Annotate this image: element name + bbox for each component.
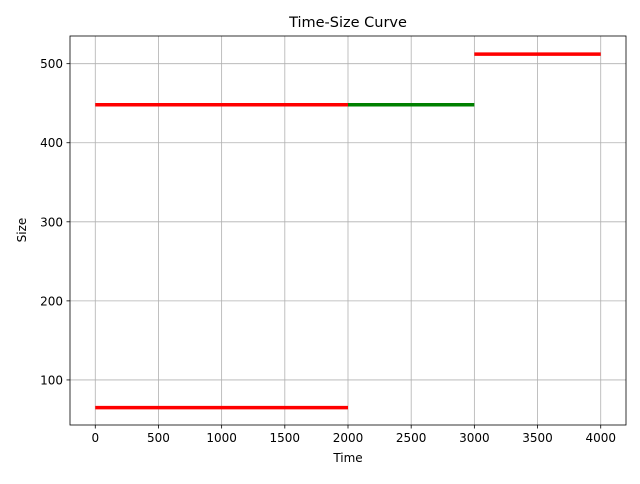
grid-lines xyxy=(70,36,626,425)
x-tick-label: 500 xyxy=(147,431,170,445)
x-axis-label: Time xyxy=(332,451,362,465)
x-tick-label: 3000 xyxy=(459,431,490,445)
y-tick-label: 300 xyxy=(40,215,63,229)
x-tick-label: 3500 xyxy=(522,431,553,445)
y-tick-label: 100 xyxy=(40,373,63,387)
series-group xyxy=(95,52,601,410)
y-tick-label: 400 xyxy=(40,136,63,150)
x-tick-label: 1500 xyxy=(270,431,301,445)
y-axis-label: Size xyxy=(15,218,29,243)
y-tick-label: 200 xyxy=(40,294,63,308)
chart-title: Time-Size Curve xyxy=(288,15,407,31)
y-tick-label: 500 xyxy=(40,57,63,71)
tick-marks: 0 500 1000 1500 2000 2500 3000 3500 4000 100 200 30… xyxy=(40,57,616,445)
x-tick-label: 4000 xyxy=(585,431,616,445)
x-tick-label: 2500 xyxy=(396,431,427,445)
x-tick-label: 2000 xyxy=(333,431,364,445)
x-tick-label: 0 xyxy=(91,431,99,445)
x-tick-label: 1000 xyxy=(206,431,237,445)
